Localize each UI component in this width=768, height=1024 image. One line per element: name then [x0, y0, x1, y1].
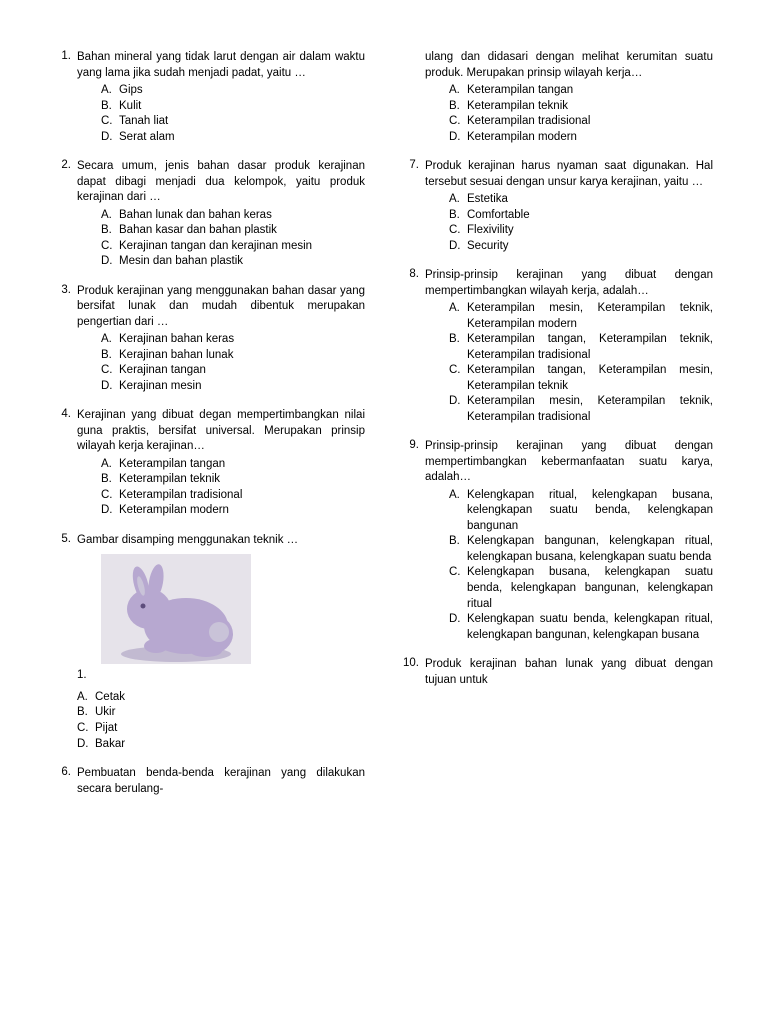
question-image [55, 554, 365, 664]
options: A.Bahan lunak dan bahan keras B.Bahan ka… [55, 208, 365, 270]
q-number: 4. [55, 408, 77, 455]
q-number: 1. [55, 50, 77, 81]
question-9: 9. Prinsip-prinsip kerajinan yang dibuat… [403, 439, 713, 643]
q-number: 8. [403, 268, 425, 299]
q-text: Produk kerajinan harus nyaman saat digun… [425, 159, 713, 190]
q-text: Secara umum, jenis bahan dasar produk ke… [77, 159, 365, 206]
q-text: Prinsip-prinsip kerajinan yang dibuat de… [425, 439, 713, 486]
question-8: 8. Prinsip-prinsip kerajinan yang dibuat… [403, 268, 713, 425]
question-6-cont: 6. ulang dan didasari dengan melihat ker… [403, 50, 713, 145]
q-number: 2. [55, 159, 77, 206]
q-text: Gambar disamping menggunakan teknik … [77, 533, 365, 549]
question-3: 3. Produk kerajinan yang menggunakan bah… [55, 284, 365, 395]
rabbit-icon [101, 554, 251, 664]
question-4: 4. Kerajinan yang dibuat degan mempertim… [55, 408, 365, 519]
q-number: 6. [55, 766, 77, 797]
q-number: 9. [403, 439, 425, 486]
question-10: 10. Produk kerajinan bahan lunak yang di… [403, 657, 713, 688]
question-1: 1. Bahan mineral yang tidak larut dengan… [55, 50, 365, 145]
q-text: Pembuatan benda-benda kerajinan yang dil… [77, 766, 365, 797]
options: A.Keterampilan mesin, Keterampilan tekni… [403, 301, 713, 425]
options: A.Cetak B.Ukir C.Pijat D.Bakar [55, 690, 365, 752]
options: A.Kelengkapan ritual, kelengkapan busana… [403, 488, 713, 643]
q-text: ulang dan didasari dengan melihat kerumi… [425, 50, 713, 81]
question-6: 6. Pembuatan benda-benda kerajinan yang … [55, 766, 365, 797]
q-text: Prinsip-prinsip kerajinan yang dibuat de… [425, 268, 713, 299]
options: A.Estetika B.Comfortable C.Flexivility D… [403, 192, 713, 254]
options: A.Gips B.Kulit C.Tanah liat D.Serat alam [55, 83, 365, 145]
q-number: 3. [55, 284, 77, 331]
quiz-page: 1. Bahan mineral yang tidak larut dengan… [55, 50, 713, 970]
q-text: Kerajinan yang dibuat degan mempertimban… [77, 408, 365, 455]
options: A.Kerajinan bahan keras B.Kerajinan baha… [55, 332, 365, 394]
question-5: 5. Gambar disamping menggunakan teknik … [55, 533, 365, 752]
q-number: 7. [403, 159, 425, 190]
q-text: Produk kerajinan yang menggunakan bahan … [77, 284, 365, 331]
q-number: 5. [55, 533, 77, 549]
question-7: 7. Produk kerajinan harus nyaman saat di… [403, 159, 713, 254]
question-2: 2. Secara umum, jenis bahan dasar produk… [55, 159, 365, 270]
q-text: Produk kerajinan bahan lunak yang dibuat… [425, 657, 713, 688]
q-number: 10. [403, 657, 425, 688]
q-text: Bahan mineral yang tidak larut dengan ai… [77, 50, 365, 81]
options: A.Keterampilan tangan B.Keterampilan tek… [403, 83, 713, 145]
options: A.Keterampilan tangan B.Keterampilan tek… [55, 457, 365, 519]
